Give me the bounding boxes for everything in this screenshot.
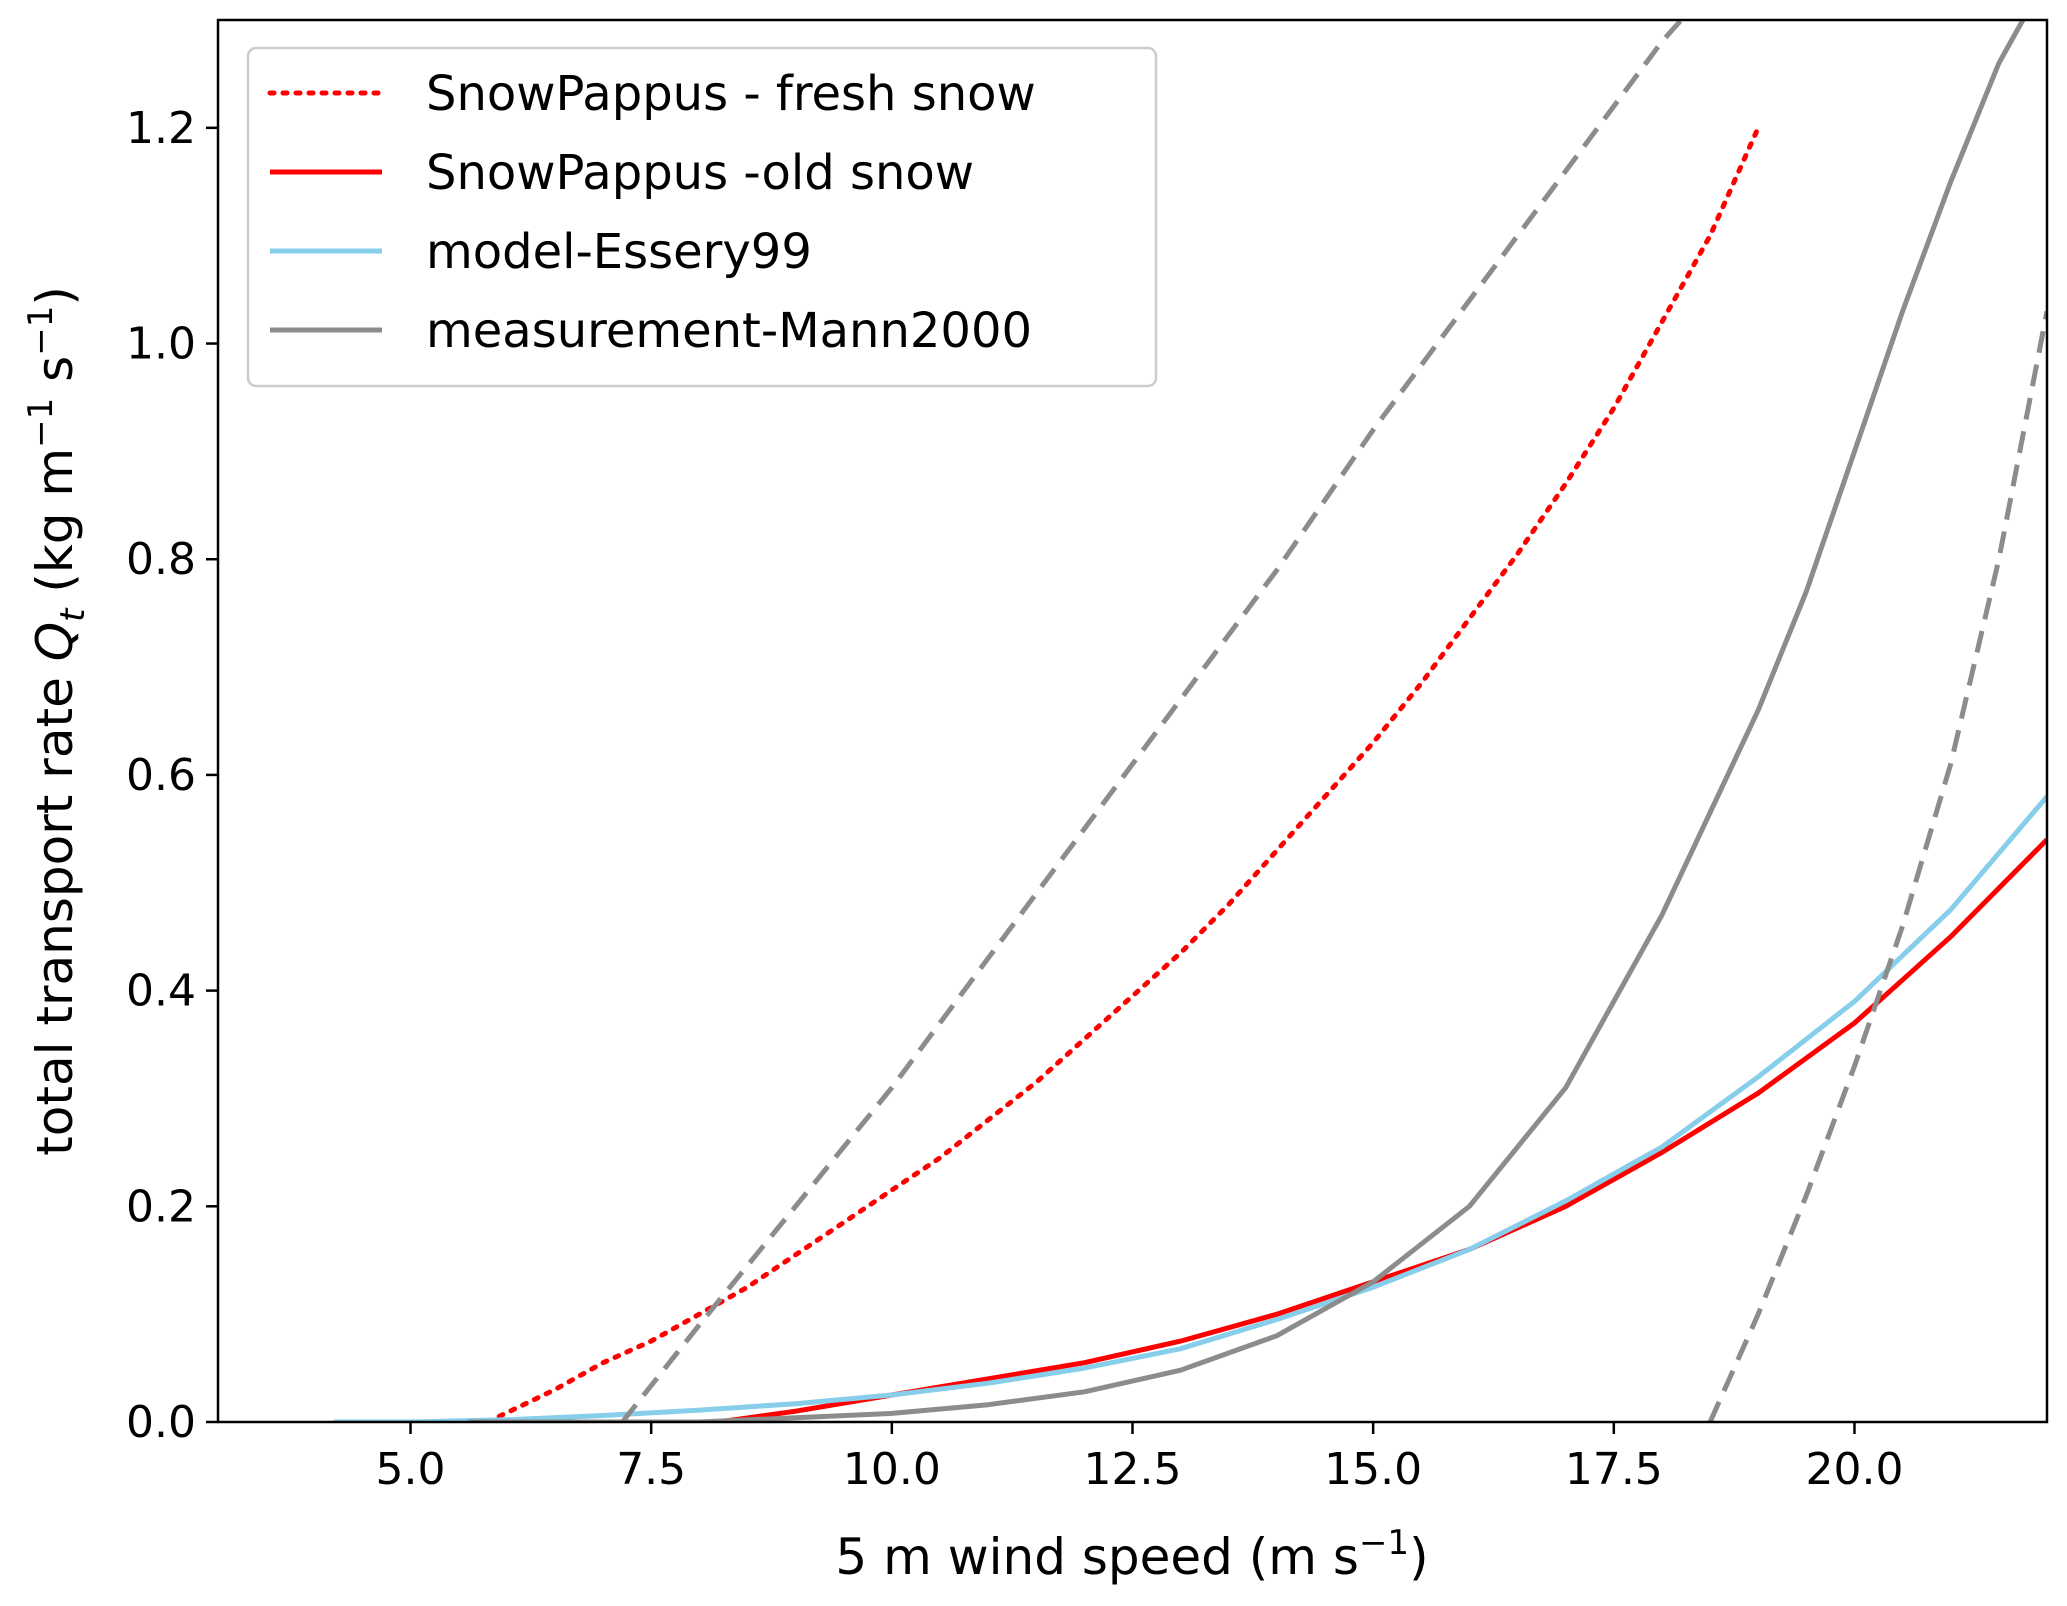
x-ticks: 5.0 7.5 10.0 12.5 15.0 17.5 20.0 [376,1422,1903,1495]
legend-label-3: measurement-Mann2000 [426,303,1032,359]
legend-box [246,46,1158,388]
legend-label-0: SnowPappus - fresh snow [426,66,1036,122]
x-tick-label: 10.0 [843,1444,941,1495]
legend-label-1: SnowPappus -old snow [426,145,974,201]
y-tick-label: 0.4 [126,966,196,1017]
series-line-3 [468,20,2026,1422]
x-tick-label: 12.5 [1084,1444,1182,1495]
y-axis-label: total transport rate Qt (kg m−1 s−1) [21,286,93,1156]
legend-items: SnowPappus - fresh snow SnowPappus -old s… [267,66,1036,359]
x-tick-label: 20.0 [1805,1444,1903,1495]
series-line-5 [1707,310,2047,1422]
x-tick-label: 5.0 [376,1444,446,1495]
legend: SnowPappus - fresh snow SnowPappus -old s… [246,46,1158,388]
series-line-2 [333,794,2047,1422]
y-ticks: 0.0 0.2 0.4 0.6 0.8 1.0 1.2 [126,103,218,1448]
x-tick-label: 17.5 [1565,1444,1663,1495]
series-line-0 [485,125,1761,1422]
x-tick-label: 7.5 [616,1444,686,1495]
y-tick-label: 0.0 [126,1397,196,1448]
y-tick-label: 1.0 [126,319,196,370]
y-tick-label: 0.6 [126,750,196,801]
y-tick-label: 0.8 [126,534,196,585]
y-tick-label: 0.2 [126,1181,196,1232]
x-tick-label: 15.0 [1324,1444,1422,1495]
y-tick-label: 1.2 [126,103,196,154]
series-line-4 [620,20,1684,1422]
legend-label-2: model-Essery99 [426,224,812,280]
series-layer [333,20,2047,1422]
x-axis-label: 5 m wind speed (m s−1) [835,1523,1428,1586]
